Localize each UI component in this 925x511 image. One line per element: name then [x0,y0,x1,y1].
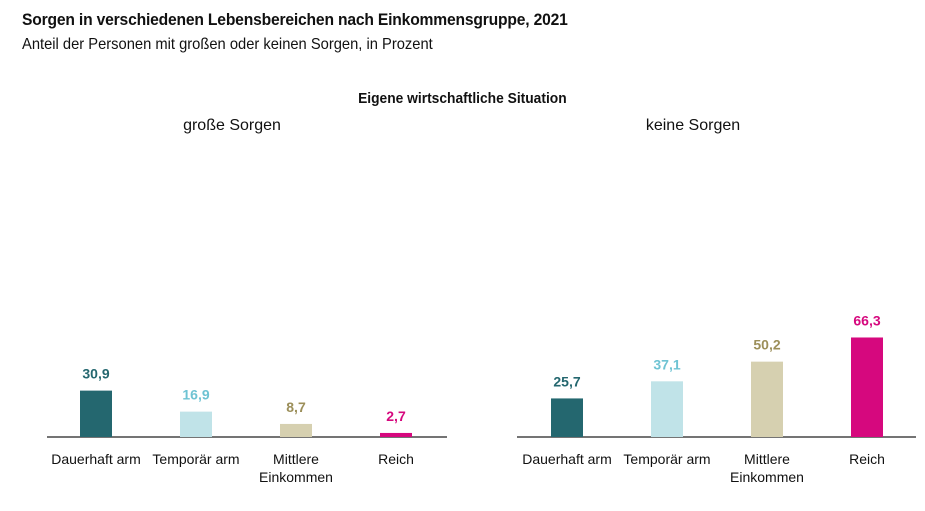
section-title: Eigene wirtschaftliche Situation [0,90,925,107]
bar [280,423,312,437]
data-label: 66,3 [853,312,880,328]
category-label: Dauerhaft arm [522,451,611,467]
data-label: 50,2 [753,337,780,353]
bar [751,361,783,437]
chart-title: Sorgen in verschiedenen Lebensbereichen … [22,10,568,29]
data-label: 16,9 [182,387,209,403]
section-title-text: Eigene wirtschaftliche Situation [358,90,567,107]
data-label: 37,1 [653,356,680,372]
bar [180,411,212,437]
bar [380,432,412,437]
category-label: Temporär arm [623,451,710,467]
category-label: Reich [849,451,885,467]
panel-title: keine Sorgen [646,117,740,134]
data-label: 2,7 [386,408,406,424]
category-label: Temporär arm [152,451,239,467]
data-label: 8,7 [286,399,306,415]
bar [851,337,883,437]
data-label: 30,9 [82,366,109,382]
category-label: Mittlere Einkommen [730,451,804,485]
bar [651,381,683,437]
category-label: Reich [378,451,414,467]
bar [551,398,583,437]
category-label: Mittlere Einkommen [259,451,333,485]
chart-subtitle: Anteil der Personen mit großen oder kein… [22,36,433,53]
bar [80,390,112,437]
category-label: Dauerhaft arm [51,451,140,467]
panel-title: große Sorgen [183,117,281,134]
data-label: 25,7 [553,373,580,389]
